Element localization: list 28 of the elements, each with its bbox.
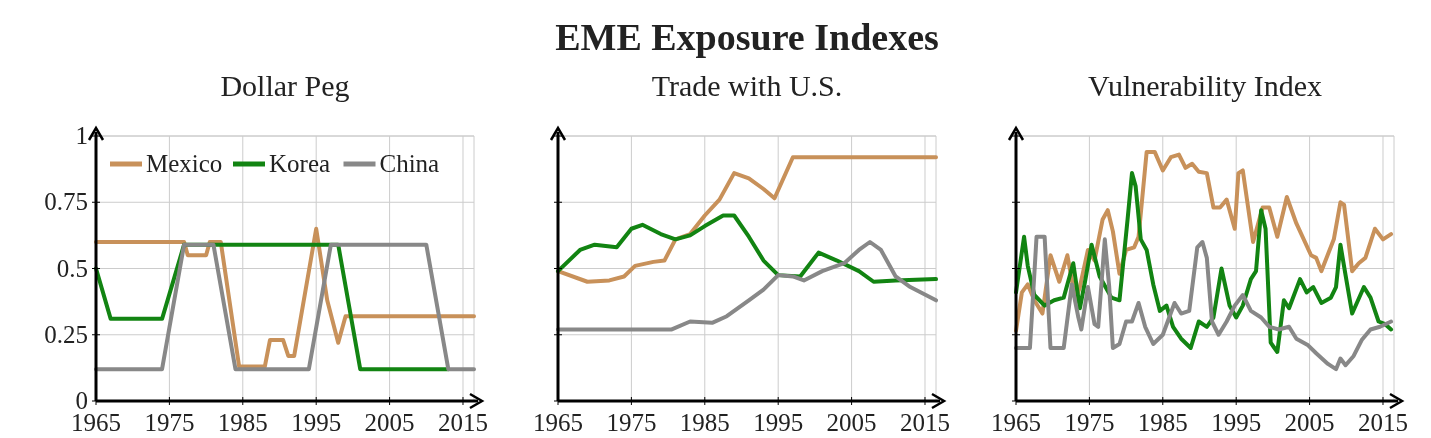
y-tick-label: 0.5 (56, 254, 88, 282)
x-tick-label: 2005 (1284, 409, 1335, 436)
x-tick-label: 1975 (144, 409, 195, 436)
x-tick-label: 1985 (217, 409, 268, 436)
legend-label: Korea (269, 150, 331, 177)
x-tick-label: 2015 (1357, 409, 1408, 436)
x-tick-label: 1975 (606, 409, 657, 436)
x-tick-label: 1995 (1211, 409, 1262, 436)
x-tick-label: 2015 (437, 409, 488, 436)
x-tick-label: 1985 (679, 409, 730, 436)
legend-label: China (379, 150, 440, 177)
x-tick-label: 1985 (1137, 409, 1188, 436)
x-tick-label: 2005 (826, 409, 877, 436)
y-tick-label: 0.75 (44, 188, 88, 216)
x-tick-label: 2015 (899, 409, 950, 436)
legend-label: Mexico (146, 150, 223, 177)
chart-subtitle: Trade with U.S. (651, 69, 843, 102)
chart-subtitle: Vulnerability Index (1088, 69, 1322, 102)
y-tick-label: 0.25 (44, 320, 88, 348)
x-tick-label: 1965 (991, 409, 1041, 436)
chart-subtitle: Dollar Peg (220, 69, 350, 102)
x-tick-label: 2005 (364, 409, 415, 436)
x-tick-label: 1995 (753, 409, 804, 436)
x-tick-label: 1965 (533, 409, 583, 436)
x-tick-label: 1975 (1064, 409, 1115, 436)
chart-title: EME Exposure Indexes (555, 16, 939, 58)
y-tick-label: 1 (75, 122, 88, 149)
x-tick-label: 1995 (291, 409, 342, 436)
